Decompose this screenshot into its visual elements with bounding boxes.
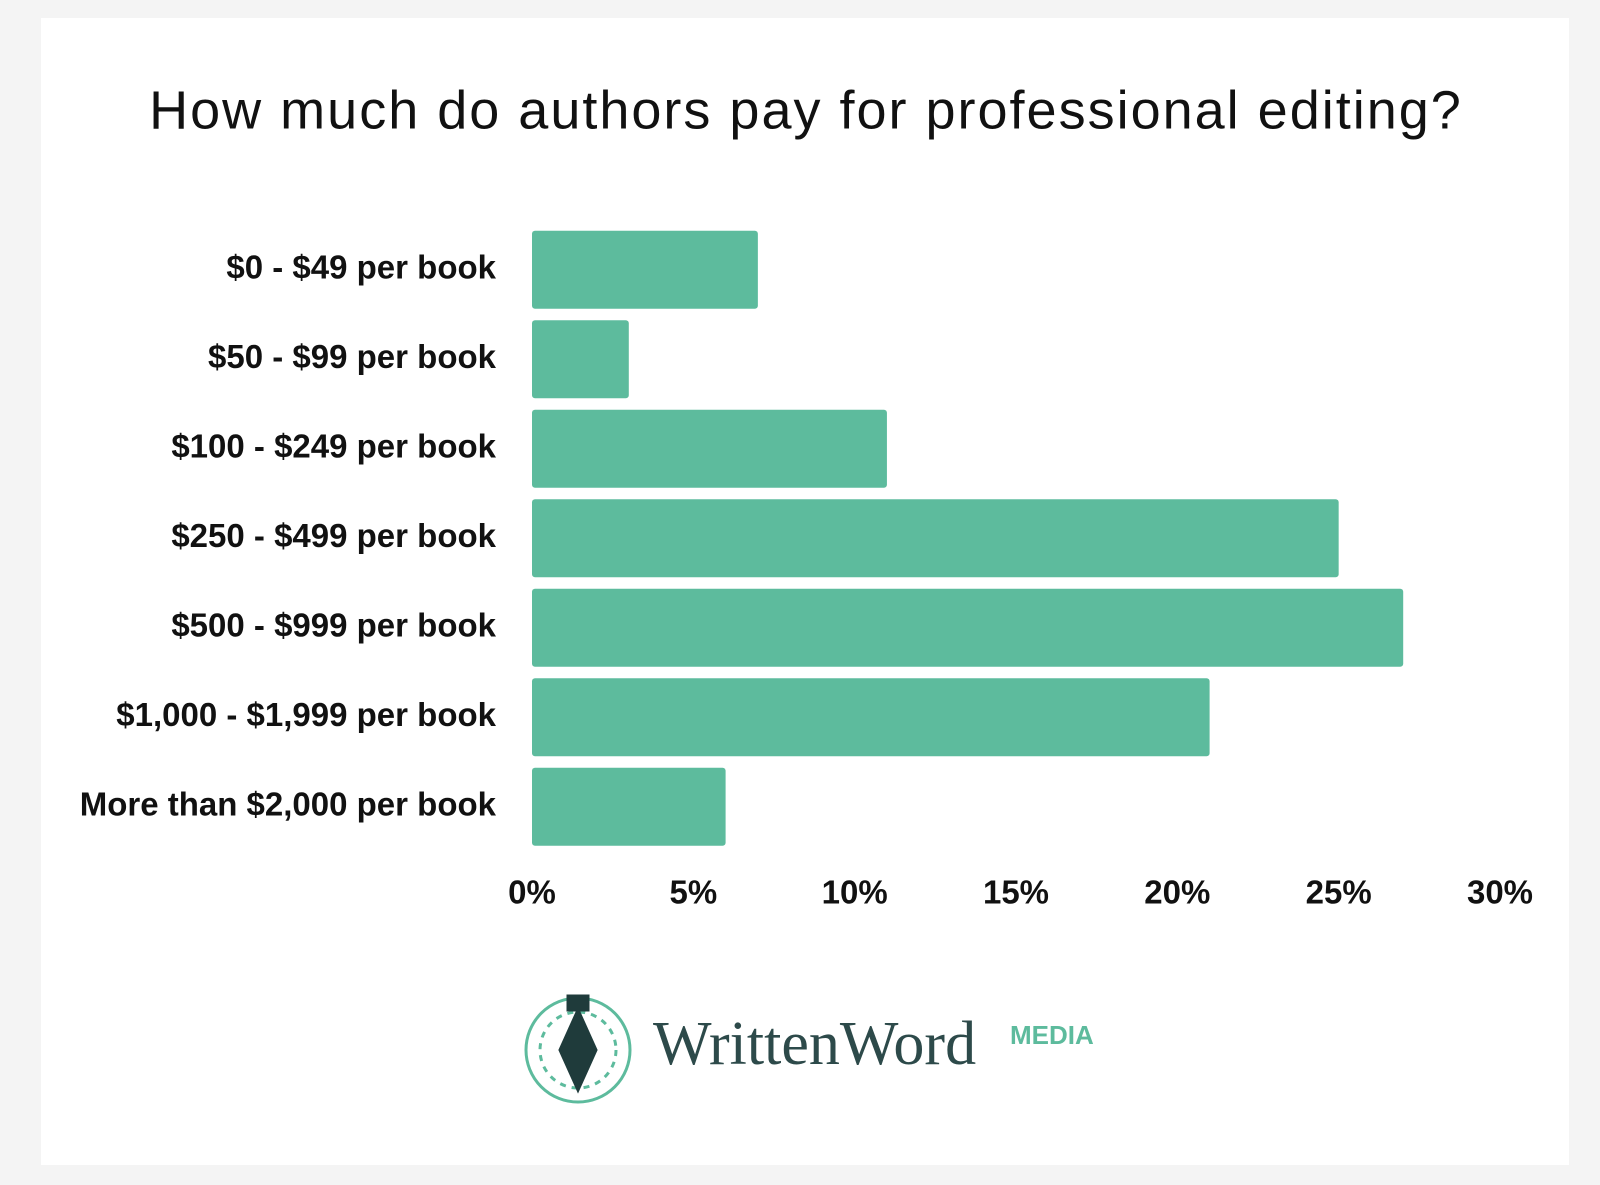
bar <box>532 767 726 846</box>
bar <box>532 230 758 309</box>
bar <box>532 678 1210 757</box>
y-tick-label: $1,000 - $1,999 per book <box>116 696 496 733</box>
x-tick-label: 30% <box>1467 874 1533 911</box>
y-tick-label: $0 - $49 per book <box>226 248 496 285</box>
chart-title: How much do authors pay for professional… <box>149 80 1463 140</box>
logo-tag: MEDIA <box>1010 1020 1094 1050</box>
y-tick-label: $250 - $499 per book <box>171 517 496 554</box>
y-tick-label: $500 - $999 per book <box>171 606 496 643</box>
bar <box>532 320 629 399</box>
logo-name: WrittenWord <box>653 1010 976 1078</box>
x-tick-label: 25% <box>1306 874 1372 911</box>
y-tick-label: $100 - $249 per book <box>171 427 496 464</box>
x-tick-label: 5% <box>669 874 717 911</box>
bar <box>532 499 1339 578</box>
x-tick-label: 20% <box>1144 874 1210 911</box>
bar <box>532 409 887 488</box>
bar <box>532 588 1404 667</box>
x-tick-label: 10% <box>822 874 888 911</box>
y-tick-label: More than $2,000 per book <box>80 785 497 822</box>
x-tick-label: 0% <box>508 874 556 911</box>
logo-icon <box>524 994 632 1104</box>
x-tick-label: 15% <box>983 874 1049 911</box>
y-tick-label: $50 - $99 per book <box>208 338 497 375</box>
